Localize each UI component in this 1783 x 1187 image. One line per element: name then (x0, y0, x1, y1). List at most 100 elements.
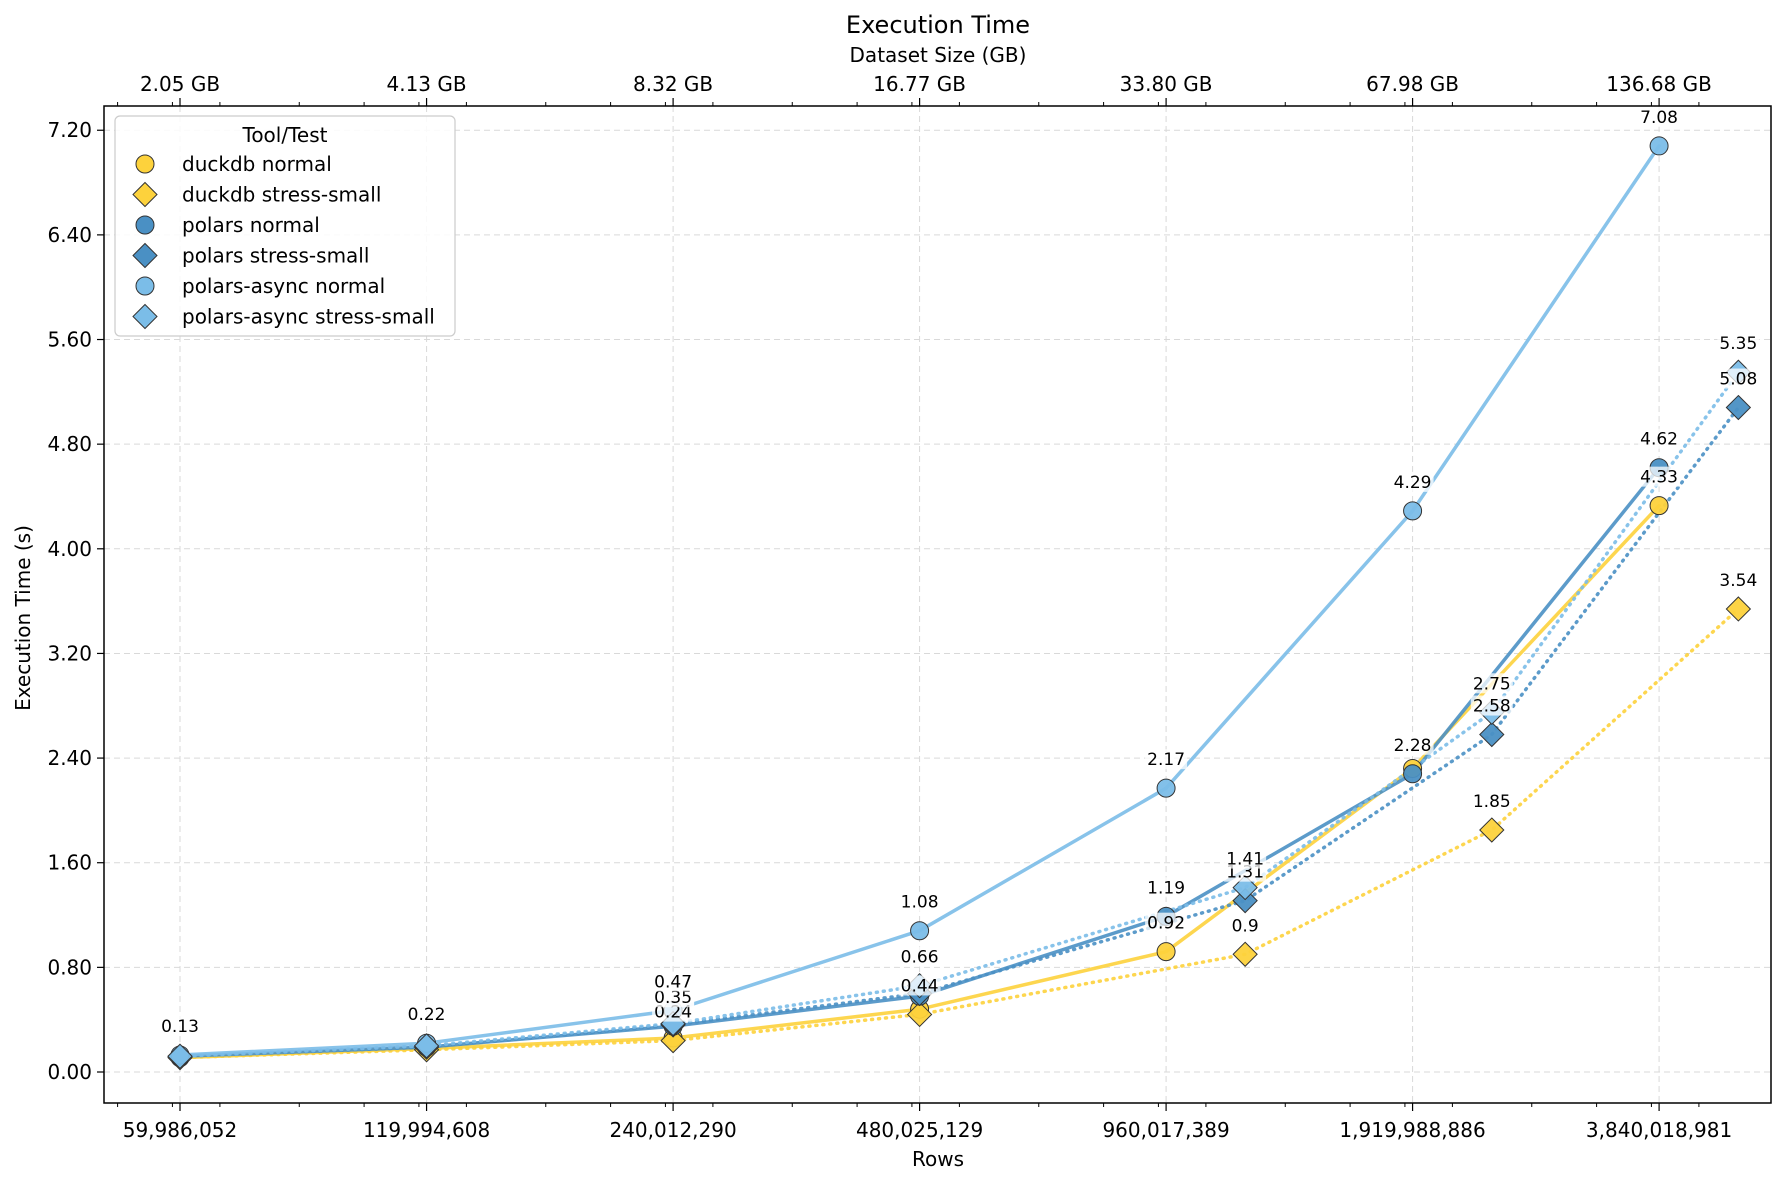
y-tick-label: 7.20 (47, 118, 92, 142)
legend-box (114, 115, 456, 337)
y-tick-label: 5.60 (47, 328, 92, 352)
top-axis-title: Dataset Size (GB) (850, 43, 1027, 67)
data-point-polars-stress-small (1479, 721, 1505, 748)
x-tick-label: 480,025,129 (856, 1118, 983, 1142)
data-point-duckdb-normal (1649, 496, 1669, 516)
top-tick-label: 67.98 GB (1366, 72, 1459, 96)
data-point-polars-async-stress-small (167, 1043, 193, 1070)
data-point-polars-normal (1403, 764, 1423, 784)
x-tick-label: 240,012,290 (609, 1118, 736, 1142)
data-label-bg (898, 946, 941, 967)
x-tick-label: 3,840,018,981 (1586, 1118, 1732, 1142)
data-label-bg (159, 1015, 201, 1036)
legend-marker-polars-async-normal (135, 276, 155, 296)
data-label-duckdb-stress-small: 0.9 (1232, 916, 1259, 936)
data-label-polars-normal: 2.28 (1394, 736, 1432, 756)
data-label-bg (1145, 749, 1188, 770)
data-label-polars-stress-small: 5.08 (1719, 370, 1757, 390)
data-point-polars-async-normal (1649, 136, 1669, 156)
data-label-polars-async-normal: 4.29 (1394, 473, 1432, 493)
data-label-polars-async-normal: 0.22 (408, 1005, 446, 1025)
legend-title: Tool/Test (242, 123, 328, 147)
y-tick-label: 4.80 (47, 432, 92, 456)
data-point-polars-async-stress-small (413, 1033, 440, 1059)
data-labels-layer: 0.92 4.33 0.24 0.44 0.9 1.85 3.54 0.35 1.19 2.28 4… (159, 106, 1760, 1037)
legend-label-duckdb-normal: duckdb normal (182, 152, 332, 176)
data-label-polars-async-normal: 0.13 (161, 1017, 199, 1037)
data-label-bg (1224, 915, 1267, 936)
data-label-bg (1638, 106, 1681, 127)
data-label-polars-normal: 0.35 (654, 988, 692, 1008)
legend-marker-duckdb-stress-small (132, 181, 158, 208)
y-tick-label: 0.80 (47, 955, 92, 979)
data-label-duckdb-stress-small: 3.54 (1719, 571, 1757, 591)
data-label-duckdb-stress-small: 0.44 (901, 976, 939, 996)
legend-label-polars-async-stress-small: polars-async stress-small (182, 305, 435, 329)
chart-title: Execution Time (846, 11, 1030, 39)
data-label-bg (1391, 471, 1434, 492)
data-label-bg (1717, 569, 1760, 590)
top-tick-label: 8.32 GB (633, 72, 713, 96)
legend-label-duckdb-stress-small: duckdb stress-small (182, 183, 381, 207)
series-line-polars-stress-small (178, 405, 1741, 1059)
data-point-duckdb-stress-small (1479, 817, 1505, 843)
y-tick-label: 2.40 (47, 746, 92, 770)
legend-marker-duckdb-normal (135, 154, 155, 174)
data-label-bg (1638, 466, 1681, 487)
data-point-duckdb-normal (1156, 942, 1176, 962)
legend-label-polars-normal: polars normal (182, 213, 320, 237)
data-label-polars-async-normal: 1.08 (901, 893, 939, 913)
legend-label-polars-async-normal: polars-async normal (182, 274, 385, 298)
top-tick-label: 33.80 GB (1120, 72, 1213, 96)
legend-marker-polars-async-stress-small (132, 303, 158, 330)
x-tick-label: 1,919,988,886 (1339, 1118, 1485, 1142)
data-label-bg (1717, 368, 1760, 389)
data-label-polars-stress-small: 2.58 (1473, 697, 1511, 717)
x-tick-label: 59,986,052 (123, 1118, 238, 1142)
data-label-bg (1470, 673, 1513, 694)
data-point-duckdb-stress-small (906, 1001, 933, 1028)
y-tick-label: 0.00 (47, 1060, 92, 1084)
data-label-bg (898, 891, 941, 912)
data-label-polars-async-stress-small: 5.35 (1719, 334, 1757, 354)
data-point-polars-async-normal (1403, 501, 1423, 521)
data-label-bg (1638, 428, 1681, 449)
data-label-duckdb-stress-small: 1.85 (1473, 792, 1511, 812)
y-tick-label: 4.00 (47, 537, 92, 561)
data-label-polars-normal: 4.62 (1640, 430, 1678, 450)
data-point-polars-stress-small (1725, 394, 1752, 421)
data-label-bg (1717, 333, 1760, 354)
data-label-duckdb-normal: 4.33 (1640, 468, 1678, 488)
data-label-bg (1145, 912, 1188, 933)
data-label-bg (652, 971, 695, 992)
legend: Tool/Test duckdb normal duckdb stress-smal… (114, 115, 456, 337)
top-tick-label: 136.68 GB (1606, 72, 1712, 96)
data-label-polars-normal: 1.19 (1147, 878, 1185, 898)
data-label-bg (1470, 695, 1513, 716)
data-label-bg (652, 987, 695, 1008)
plot-frame (103, 105, 1772, 1104)
legend-marker-polars-stress-small (132, 242, 158, 269)
legend-label-polars-stress-small: polars stress-small (182, 244, 369, 268)
top-tick-label: 4.13 GB (387, 72, 467, 96)
data-point-polars-stress-small (1232, 887, 1258, 914)
data-point-polars-async-normal (910, 921, 930, 941)
data-label-bg (1391, 734, 1434, 755)
data-label-duckdb-normal: 0.92 (1147, 914, 1185, 934)
data-label-bg (1145, 877, 1188, 898)
data-label-polars-async-stress-small: 0.66 (901, 948, 939, 968)
y-tick-label: 3.20 (47, 641, 92, 665)
y-tick-label: 6.40 (47, 223, 92, 247)
data-point-duckdb-stress-small (1725, 596, 1752, 622)
data-label-polars-async-normal: 7.08 (1640, 108, 1678, 128)
y-axis-title: Execution Time (s) (11, 525, 35, 711)
data-label-bg (1470, 791, 1513, 812)
data-label-polars-async-stress-small: 1.41 (1226, 850, 1264, 870)
data-label-bg (898, 975, 941, 996)
data-point-duckdb-stress-small (1232, 941, 1258, 967)
top-tick-label: 2.05 GB (140, 72, 220, 96)
data-label-bg (405, 1004, 448, 1025)
legend-marker-polars-normal (135, 215, 155, 235)
